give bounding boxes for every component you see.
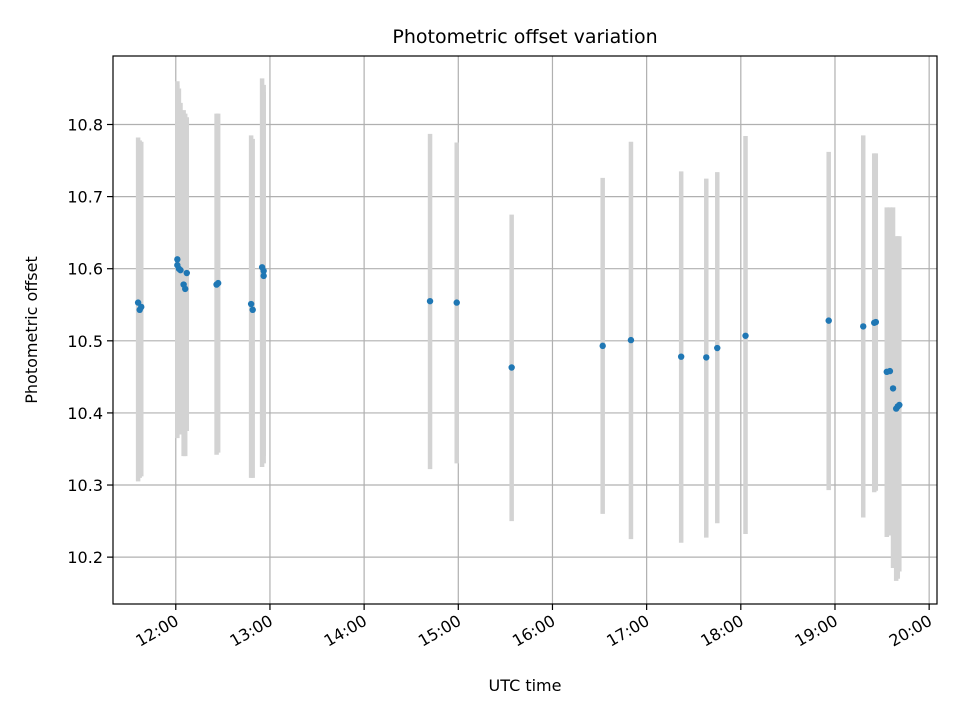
- y-tick-label: 10.6: [67, 260, 103, 279]
- data-point: [872, 318, 879, 326]
- y-tick-label: 10.3: [67, 476, 103, 495]
- plot-frame: [112, 55, 938, 605]
- data-point: [249, 306, 256, 314]
- y-axis-title: Photometric offset: [22, 256, 41, 404]
- data-points: [134, 256, 903, 412]
- data-point: [260, 267, 267, 275]
- data-point: [260, 272, 267, 280]
- y-axis: 10.2 10.3 10.4 10.5 10.6 10.7 10.8: [67, 116, 113, 567]
- data-point: [214, 279, 222, 287]
- data-point: [677, 353, 685, 360]
- data-point: [896, 401, 903, 409]
- data-point: [426, 297, 434, 305]
- data-point: [453, 299, 460, 306]
- data-point: [174, 256, 181, 263]
- y-tick-label: 10.2: [67, 548, 103, 567]
- data-point: [177, 266, 184, 274]
- data-point: [247, 300, 255, 308]
- data-point: [742, 332, 749, 339]
- data-point: [181, 285, 189, 293]
- data-point: [860, 323, 867, 330]
- y-tick-label: 10.8: [67, 116, 103, 135]
- y-tick-label: 10.7: [67, 188, 103, 207]
- y-tick-label: 10.4: [67, 404, 103, 423]
- data-point: [825, 317, 832, 324]
- y-tick-label: 10.5: [67, 332, 103, 351]
- data-point: [627, 336, 635, 344]
- data-point: [886, 367, 894, 375]
- chart-title: Photometric offset variation: [392, 26, 657, 48]
- data-point: [183, 269, 190, 277]
- data-point: [508, 364, 515, 371]
- x-axis-title: UTC time: [489, 676, 562, 695]
- data-point: [138, 303, 145, 311]
- data-point: [599, 342, 606, 350]
- data-point: [703, 354, 710, 361]
- data-point: [714, 344, 721, 352]
- data-point: [889, 385, 897, 392]
